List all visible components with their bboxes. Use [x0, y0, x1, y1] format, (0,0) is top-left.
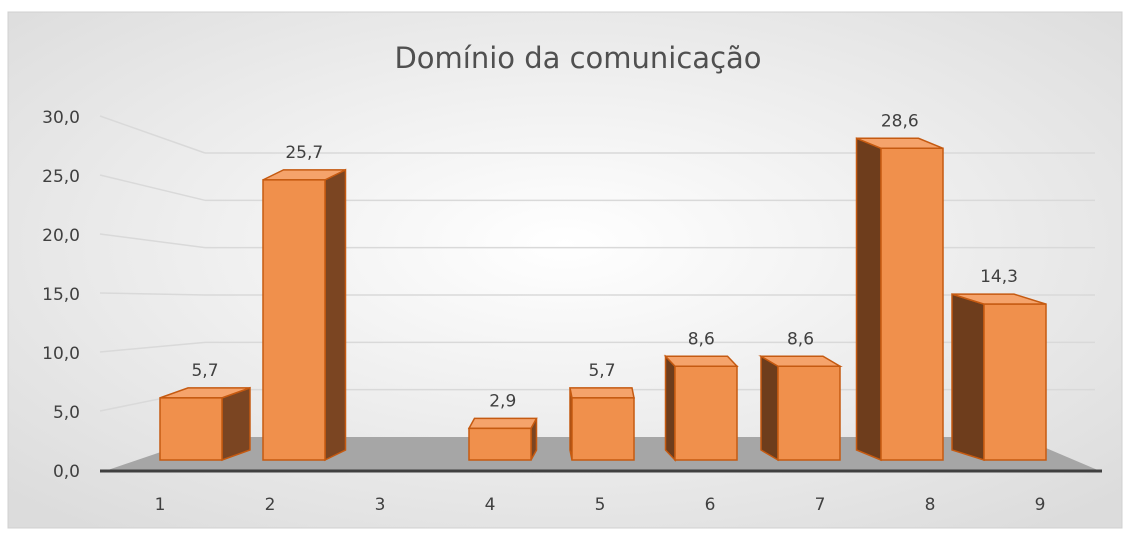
bar [758, 354, 843, 462]
grid-line [99, 233, 206, 249]
bar-side [760, 354, 779, 462]
y-tick-label: 25,0 [42, 167, 80, 187]
x-tick-label: 7 [815, 495, 826, 515]
bar-side [855, 137, 882, 462]
y-tick-label: 20,0 [42, 226, 80, 246]
data-label: 5,7 [191, 361, 218, 381]
data-label: 8,6 [787, 329, 814, 349]
x-tick-label: 5 [595, 495, 606, 515]
data-label: 5,7 [588, 361, 615, 381]
bar [467, 417, 538, 461]
x-tick-label: 8 [925, 495, 936, 515]
y-tick-label: 10,0 [42, 344, 80, 364]
bar-side [951, 293, 985, 462]
x-tick-label: 2 [265, 495, 276, 515]
x-tick-label: 3 [375, 495, 386, 515]
bar-front [468, 427, 532, 461]
bar-front [777, 365, 841, 461]
x-tick-label: 1 [155, 495, 166, 515]
bar [663, 354, 739, 462]
bar [159, 386, 251, 462]
chart-title: Domínio da comunicação [394, 41, 761, 75]
bar-side [221, 386, 251, 462]
bar-top [569, 387, 635, 399]
x-tick-label: 9 [1035, 495, 1046, 515]
grid-line [99, 292, 206, 296]
bar [262, 168, 347, 462]
y-tick-label: 30,0 [42, 108, 80, 128]
grid-line [99, 341, 206, 353]
data-label: 8,6 [688, 329, 715, 349]
data-label: 28,6 [881, 111, 919, 131]
bar-side [324, 168, 347, 462]
bar-front [159, 397, 223, 461]
grid-line [99, 115, 206, 154]
bar-front [262, 179, 326, 461]
bar [569, 387, 635, 461]
x-tick-label: 6 [705, 495, 716, 515]
y-tick-label: 5,0 [53, 403, 80, 423]
grid-line [99, 174, 206, 202]
bar-front [880, 147, 944, 461]
bar-top [663, 355, 739, 368]
data-label: 2,9 [489, 391, 516, 411]
bar [855, 137, 944, 462]
data-label: 14,3 [980, 267, 1018, 287]
bar-front [674, 365, 738, 461]
data-label: 25,7 [285, 143, 323, 163]
y-tick-label: 0,0 [53, 462, 80, 482]
bar-side [664, 354, 676, 462]
y-tick-label: 15,0 [42, 285, 80, 305]
bar-front [571, 397, 635, 461]
x-tick-label: 4 [485, 495, 496, 515]
bar-front [983, 303, 1047, 461]
bar-top [467, 417, 538, 430]
bar [951, 293, 1047, 462]
